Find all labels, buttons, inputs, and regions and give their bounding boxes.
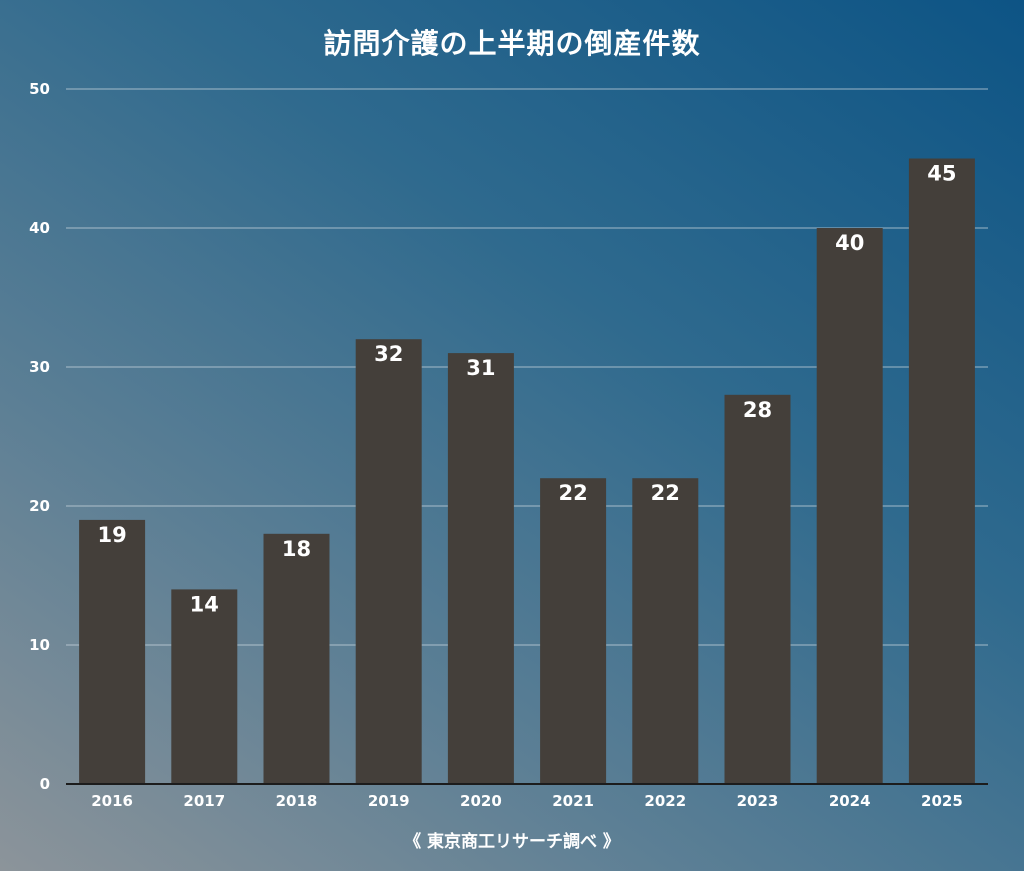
bar [263, 533, 330, 784]
x-tick-label: 2017 [183, 792, 225, 810]
bar [355, 339, 422, 784]
y-tick-label: 30 [29, 358, 50, 376]
bar-value-label: 28 [743, 398, 772, 422]
y-tick-label: 50 [29, 80, 50, 98]
x-tick-label: 2020 [460, 792, 502, 810]
x-tick-label: 2019 [368, 792, 410, 810]
x-axis-ticks: 2016 2017 2018 2019 2020 2021 2022 2023 2024 2025 [91, 792, 963, 810]
bar [79, 519, 146, 784]
y-axis-ticks: 0 10 20 30 40 50 [29, 80, 50, 793]
bar [724, 394, 791, 784]
bar [816, 228, 883, 784]
bar-value-label: 40 [835, 231, 864, 255]
x-tick-label: 2018 [276, 792, 318, 810]
x-tick-label: 2022 [644, 792, 686, 810]
bar-value-label: 31 [466, 356, 495, 380]
bar-value-label: 22 [558, 481, 587, 505]
y-tick-label: 40 [29, 219, 50, 237]
y-tick-label: 0 [40, 775, 50, 793]
y-tick-label: 10 [29, 636, 50, 654]
bar-value-label: 19 [97, 523, 126, 547]
x-tick-label: 2025 [921, 792, 963, 810]
bar-value-label: 45 [927, 162, 956, 186]
bars: 19 14 18 32 31 22 22 28 40 45 [79, 158, 975, 784]
bar [632, 478, 699, 784]
bar [540, 478, 607, 784]
source-note: 《 東京商工リサーチ調べ 》 [404, 832, 620, 852]
bar [171, 589, 238, 784]
x-tick-label: 2023 [737, 792, 779, 810]
bar-value-label: 18 [282, 537, 311, 561]
bar [908, 158, 975, 784]
x-tick-label: 2024 [829, 792, 871, 810]
y-tick-label: 20 [29, 497, 50, 515]
bar [447, 353, 514, 784]
bar-value-label: 32 [374, 342, 403, 366]
chart-title: 訪問介護の上半期の倒産件数 [323, 27, 701, 60]
x-tick-label: 2021 [552, 792, 594, 810]
bar-value-label: 22 [651, 481, 680, 505]
bar-value-label: 14 [190, 592, 219, 616]
x-tick-label: 2016 [91, 792, 133, 810]
